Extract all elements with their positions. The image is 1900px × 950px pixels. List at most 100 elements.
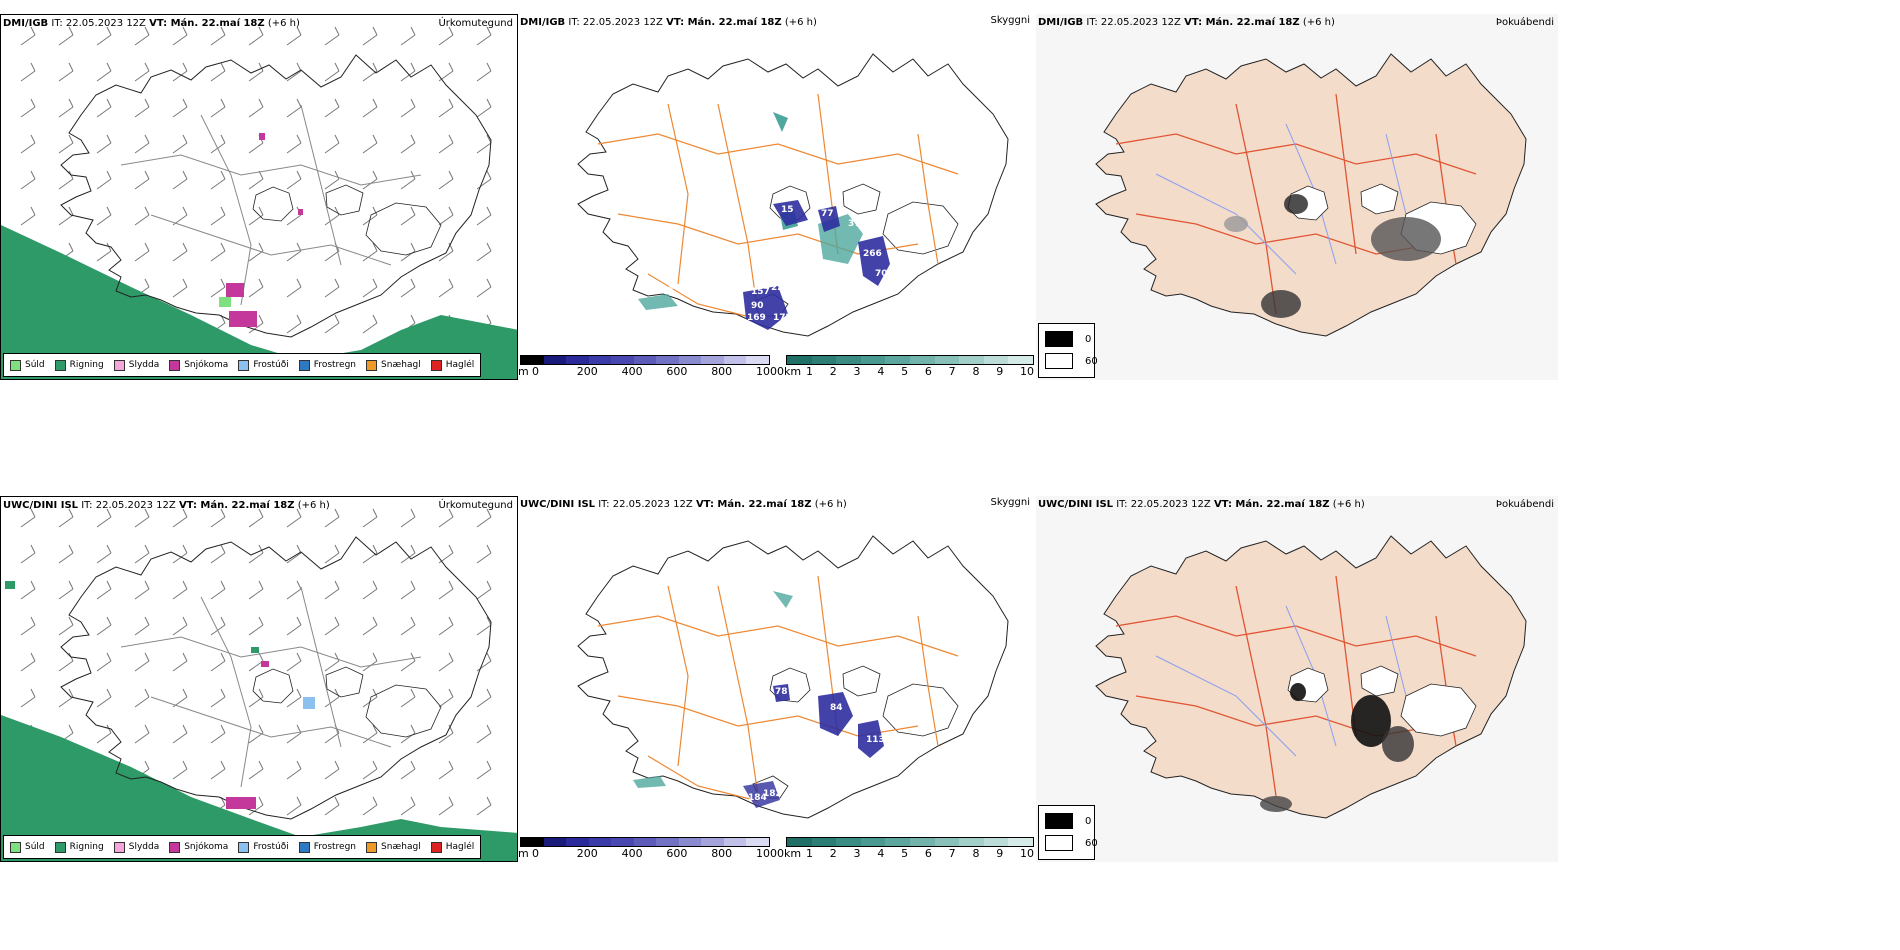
legend-swatch bbox=[430, 841, 442, 853]
wind-barb bbox=[134, 62, 150, 82]
colorbar-tick-label: 3 bbox=[853, 365, 861, 378]
model-name: DMI/IGB bbox=[520, 17, 566, 28]
wind-barb bbox=[438, 760, 454, 780]
legend-swatch bbox=[366, 841, 378, 853]
wind-barb bbox=[324, 98, 340, 118]
colorbar-segment bbox=[746, 356, 770, 364]
colorbar-segment bbox=[588, 356, 612, 364]
wind-barb bbox=[286, 170, 302, 190]
wind-barb bbox=[476, 242, 492, 262]
colorbar-segment bbox=[566, 838, 589, 846]
wind-barb bbox=[20, 580, 36, 600]
wind-barb bbox=[324, 508, 340, 528]
wind-barb bbox=[172, 580, 188, 600]
legend-swatch bbox=[113, 841, 125, 853]
colorbar-tick-label: 600 bbox=[666, 365, 688, 378]
legend-label: Slydda bbox=[128, 360, 160, 370]
wind-barb bbox=[438, 170, 454, 190]
wind-barb bbox=[172, 760, 188, 780]
fog-legend-swatch bbox=[1045, 331, 1073, 347]
wind-barb bbox=[362, 26, 378, 46]
precip-legend-item: Snjókoma bbox=[169, 841, 228, 853]
colorbar-tick-label: 0 bbox=[532, 847, 539, 860]
init-time: IT: 22.05.2023 12Z bbox=[51, 18, 146, 29]
precip-legend-item: Rigning bbox=[54, 359, 104, 371]
freezing-drizzle-area bbox=[303, 697, 315, 709]
wind-barb bbox=[400, 652, 416, 672]
colorbar-segment bbox=[611, 838, 634, 846]
wind-barb bbox=[400, 760, 416, 780]
wind-barb bbox=[20, 616, 36, 636]
fog-legend-label: 0 bbox=[1085, 333, 1092, 345]
colorbar-segment bbox=[836, 838, 861, 846]
wind-barb bbox=[96, 26, 112, 46]
colorbar-segment bbox=[633, 356, 657, 364]
precip-legend-item: Slydda bbox=[113, 359, 160, 371]
wind-barb bbox=[400, 134, 416, 154]
precip-legend-item: Frostúði bbox=[238, 359, 289, 371]
value-label: 48 bbox=[661, 286, 674, 296]
value-label: 157 bbox=[751, 287, 770, 297]
wind-barb bbox=[134, 98, 150, 118]
wind-barb bbox=[286, 134, 302, 154]
wind-barb bbox=[20, 98, 36, 118]
wind-barb bbox=[476, 688, 492, 708]
colorbar-segment bbox=[543, 356, 567, 364]
wind-barb bbox=[58, 544, 74, 564]
wind-barb bbox=[362, 206, 378, 226]
wind-barb bbox=[134, 508, 150, 528]
wind-barb bbox=[210, 580, 226, 600]
wind-barb bbox=[210, 724, 226, 744]
wind-barb bbox=[438, 98, 454, 118]
wind-barb bbox=[362, 688, 378, 708]
wind-barb bbox=[324, 26, 340, 46]
colorbar-segment bbox=[656, 838, 679, 846]
colorbar-segment bbox=[983, 838, 1009, 846]
value-label: 78 bbox=[775, 687, 788, 697]
wind-barb bbox=[210, 544, 226, 564]
legend-label: Frostregn bbox=[313, 842, 357, 852]
wind-barb bbox=[210, 26, 226, 46]
wind-barb bbox=[172, 688, 188, 708]
wind-barb bbox=[58, 616, 74, 636]
wind-barb bbox=[286, 580, 302, 600]
wind-barb bbox=[210, 652, 226, 672]
valid-time: VT: Mán. 22.maí 18Z bbox=[178, 500, 295, 511]
wind-barb bbox=[210, 278, 226, 298]
wind-barb bbox=[96, 652, 112, 672]
wind-barb bbox=[58, 26, 74, 46]
colorbar-tick-label: 9 bbox=[996, 847, 1004, 860]
wind-barb bbox=[20, 652, 36, 672]
colorbar-tick-label: 10 bbox=[1020, 365, 1034, 378]
wind-barb bbox=[134, 652, 150, 672]
wind-barb bbox=[362, 62, 378, 82]
legend-swatch bbox=[298, 359, 310, 371]
model-name: UWC/DINI ISL bbox=[1038, 499, 1114, 510]
wind-barb bbox=[96, 62, 112, 82]
colorbar-segment bbox=[656, 356, 679, 364]
wind-barb bbox=[96, 134, 112, 154]
precip-legend-item: Frostregn bbox=[298, 841, 357, 853]
colorbar-segment bbox=[723, 356, 747, 364]
colorbar-tick-label: 9 bbox=[996, 365, 1004, 378]
value-label: 84 bbox=[830, 703, 843, 713]
wind-barb bbox=[248, 724, 264, 744]
colorbar-segment bbox=[983, 356, 1009, 364]
precip-legend-item: Snæhagl bbox=[366, 359, 421, 371]
wind-barb bbox=[210, 760, 226, 780]
wind-barb bbox=[400, 616, 416, 636]
wind-barb bbox=[96, 616, 112, 636]
wind-barb bbox=[286, 652, 302, 672]
wind-barb bbox=[476, 544, 492, 564]
wind-barb bbox=[210, 206, 226, 226]
colorbar-tick-label: 10 bbox=[1020, 847, 1034, 860]
colorbar-tick-label: 6 bbox=[924, 365, 932, 378]
colorbar-segment bbox=[885, 838, 910, 846]
panel-title: UWC/DINI ISL IT: 22.05.2023 12Z VT: Mán.… bbox=[3, 500, 330, 511]
wind-barb bbox=[210, 688, 226, 708]
wind-barb bbox=[400, 170, 416, 190]
precip-legend-item: Súld bbox=[10, 841, 45, 853]
wind-barb bbox=[400, 98, 416, 118]
precip-type-map-2: UWC/DINI ISL IT: 22.05.2023 12Z VT: Mán.… bbox=[0, 496, 518, 862]
